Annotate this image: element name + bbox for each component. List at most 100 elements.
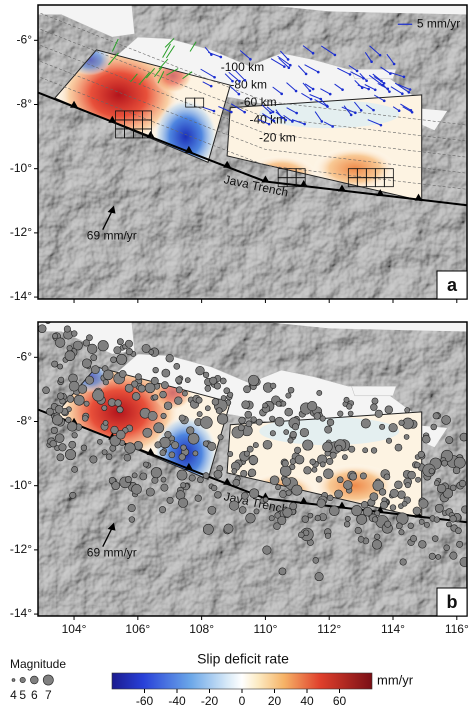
earthquake [275,484,281,491]
gps-vector [367,119,382,126]
gps-vector [350,71,364,79]
gps-vector [309,94,322,100]
earthquake [105,453,113,460]
gps-vector [343,105,352,116]
gps-site [379,123,383,127]
gps-site [287,66,291,70]
gps-vector [354,101,362,111]
gps-vector [283,114,293,122]
gps-site [372,108,375,112]
lon-tick-label: 108° [189,622,214,636]
arrow-head [107,522,116,531]
earthquake [51,360,59,368]
earthquake [249,488,260,499]
earthquake [289,431,297,439]
earthquake [452,466,461,475]
earthquake [161,368,171,378]
earthquake [319,461,326,468]
land-madura [351,385,397,397]
earthquake [68,440,77,449]
earthquake [116,338,124,346]
gps-site [209,84,213,88]
earthquake [337,410,344,417]
lon-tick-label: 114° [381,622,405,636]
earthquake [232,478,241,487]
earthquake [49,440,57,448]
gps-site [238,79,241,83]
earthquake [101,405,108,411]
earthquake [83,400,90,407]
earthquake [248,374,260,386]
earthquake [87,343,98,354]
earthquake [369,492,379,502]
earthquake [349,472,358,481]
gps-vector [239,50,251,60]
earthquake [289,502,298,511]
earthquake [455,527,462,535]
gps-vector [286,82,297,92]
gps-vector [261,104,271,114]
earthquake [141,343,151,353]
earthquake [66,345,73,352]
earthquake [67,421,78,432]
earthquake [178,414,186,422]
earthquake [432,412,440,420]
earthquake [150,376,159,385]
earthquake [247,468,257,477]
earthquake [445,436,454,444]
magnitude-symbol [30,675,39,685]
colorbar-tick-label: 60 [333,694,347,706]
earthquake [180,444,187,451]
earthquake [428,552,436,560]
earthquake [396,522,403,530]
trench-tooth [184,462,193,470]
earthquake [380,500,389,509]
earthquake [299,427,310,438]
gps-site [380,79,383,83]
depth-contour [38,76,467,190]
earthquake [131,472,138,479]
gps-site [304,72,308,76]
earthquake [124,383,134,393]
earthquake [281,459,289,467]
trench-tooth [299,180,308,188]
earthquake [90,354,98,362]
gps-site [309,97,313,101]
gps-site [231,79,234,83]
gps-site [389,72,392,75]
gps-site [378,53,382,57]
earthquake [324,532,332,539]
gps-vector [400,103,412,111]
gps-site [341,88,344,91]
earthquake [456,540,464,548]
gps-site [409,109,413,112]
gps-site [410,110,414,114]
earthquake [396,512,409,525]
gps-vector [145,67,156,79]
earthquake [220,377,227,385]
earthquake [307,512,314,519]
earthquake [403,434,410,440]
gps-site [382,99,386,103]
earthquake [214,491,222,499]
earthquake [71,466,78,473]
earthquake [356,513,368,525]
earthquake [101,449,108,456]
gps-vector [258,118,270,125]
earthquake [213,469,223,479]
earthquake [114,399,122,407]
earthquake [316,390,323,396]
earthquake [52,414,63,426]
earthquake [52,333,59,339]
earthquake [244,410,253,419]
earthquake [42,386,50,394]
earthquake [227,391,234,398]
convergence-label: 69 mm/yr [87,545,137,559]
gps-vector [320,45,336,56]
earthquake [459,557,467,567]
earthquake [71,432,78,439]
earthquake [123,453,132,462]
earthquake [65,416,72,423]
gps-vector [304,64,319,73]
